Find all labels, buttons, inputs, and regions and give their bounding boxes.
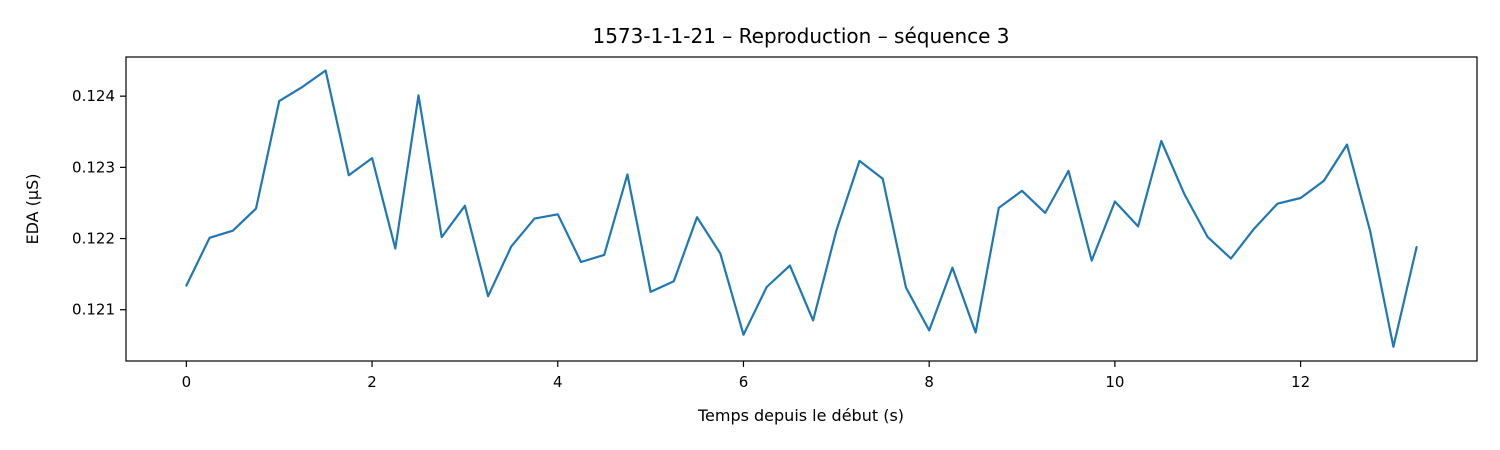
x-axis: 0 2 4 6 8 10 12 bbox=[182, 361, 1310, 391]
y-axis: 0.121 0.122 0.123 0.124 bbox=[72, 87, 126, 319]
plot-frame bbox=[125, 56, 1478, 362]
x-tick-label: 4 bbox=[553, 373, 563, 391]
x-axis-label: Temps depuis le début (s) bbox=[697, 406, 904, 425]
y-tick-label: 0.123 bbox=[72, 158, 115, 176]
chart-title: 1573-1-1-21 – Reproduction – séquence 3 bbox=[592, 24, 1009, 48]
series-line bbox=[185, 69, 1418, 348]
x-tick-label: 8 bbox=[924, 373, 934, 391]
y-tick-label: 0.124 bbox=[72, 87, 115, 105]
x-tick-label: 12 bbox=[1291, 373, 1310, 391]
x-tick-label: 0 bbox=[182, 373, 192, 391]
y-tick-label: 0.121 bbox=[72, 301, 115, 319]
x-tick-label: 10 bbox=[1105, 373, 1124, 391]
plot-area: 0 2 4 6 8 10 12 0.121 0.122 0.123 0.124 bbox=[72, 56, 1478, 391]
x-tick-label: 2 bbox=[367, 373, 377, 391]
x-tick-label: 6 bbox=[739, 373, 749, 391]
y-tick-label: 0.122 bbox=[72, 230, 115, 248]
y-axis-label: EDA (µS) bbox=[23, 174, 42, 245]
